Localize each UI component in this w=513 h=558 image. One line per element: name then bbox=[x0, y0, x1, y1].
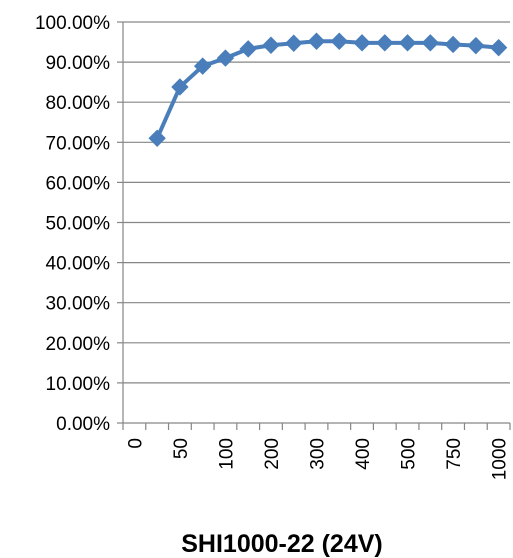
x-tick-label: 0 bbox=[125, 438, 146, 449]
x-tick-label: 300 bbox=[308, 438, 329, 470]
y-tick-label: 0.00% bbox=[56, 414, 110, 435]
y-tick-labels: 0.00% 10.00% 20.00% 30.00% 40.00% 50.00% 60.00… bbox=[35, 13, 110, 435]
x-tick-label: 50 bbox=[171, 438, 192, 459]
data-point-marker bbox=[239, 40, 257, 58]
x-tick-label: 200 bbox=[262, 438, 283, 470]
chart-title: SHI1000-22 (24V) bbox=[181, 530, 383, 558]
x-tick-label: 500 bbox=[399, 438, 420, 470]
y-tick-label: 100.00% bbox=[35, 13, 110, 34]
y-tick-label: 60.00% bbox=[46, 173, 111, 194]
y-tick-label: 30.00% bbox=[46, 294, 111, 315]
data-point-marker bbox=[376, 34, 394, 52]
x-tick-labels: 0 50 100 200 300 400 500 750 1000 bbox=[125, 438, 510, 480]
data-point-marker bbox=[421, 34, 440, 52]
data-point-marker bbox=[262, 36, 280, 54]
x-tick-label: 750 bbox=[444, 438, 465, 470]
y-tick-label: 10.00% bbox=[46, 374, 111, 395]
data-point-marker bbox=[216, 49, 235, 67]
y-tick-label: 40.00% bbox=[46, 254, 111, 275]
x-tick-label: 100 bbox=[216, 438, 237, 470]
x-tick-label: 1000 bbox=[490, 438, 511, 480]
y-tick-label: 50.00% bbox=[46, 214, 111, 235]
y-tick-label: 70.00% bbox=[46, 133, 111, 154]
data-point-marker bbox=[330, 32, 348, 50]
y-tick-label: 80.00% bbox=[46, 93, 111, 114]
data-point-marker bbox=[148, 129, 166, 147]
data-point-marker bbox=[444, 35, 462, 54]
data-point-marker bbox=[489, 38, 508, 57]
gridlines bbox=[123, 21, 510, 384]
series-line bbox=[155, 39, 499, 140]
data-point-marker bbox=[285, 34, 303, 52]
data-point-marker bbox=[398, 34, 417, 52]
series-layer bbox=[148, 32, 508, 147]
y-tick-label: 20.00% bbox=[46, 334, 111, 355]
y-tick-label: 90.00% bbox=[46, 53, 111, 74]
data-point-marker bbox=[193, 57, 212, 75]
data-point-marker bbox=[307, 32, 326, 50]
data-point-marker bbox=[171, 78, 189, 96]
x-tick-label: 400 bbox=[353, 438, 374, 470]
axes bbox=[117, 21, 511, 430]
data-point-marker bbox=[467, 36, 485, 55]
data-point-marker bbox=[353, 34, 371, 52]
